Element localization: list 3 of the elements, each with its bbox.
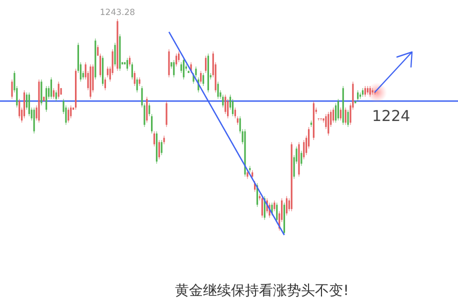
title: 黄金继续保持看涨势头不变! bbox=[175, 283, 349, 299]
annotation: 1224 bbox=[372, 107, 410, 126]
annotation: 1243.28 bbox=[100, 8, 136, 18]
